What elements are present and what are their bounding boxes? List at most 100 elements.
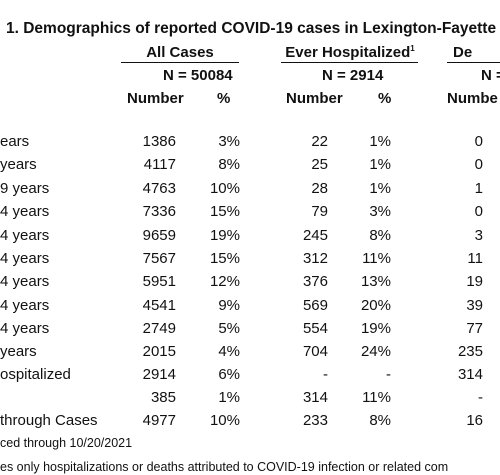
cell-number-hosp: 22 xyxy=(311,133,328,150)
cell-number-deaths: 0 xyxy=(474,203,483,220)
cell-pct-hosp: 19% xyxy=(360,320,391,337)
cell-number-all: 1386 xyxy=(142,133,176,150)
cell-number-deaths: 3 xyxy=(474,227,483,244)
footnote-marker: 1 xyxy=(410,44,415,53)
row-label: years xyxy=(0,156,37,173)
cell-number-deaths: - xyxy=(478,389,483,406)
cell-number-hosp: 704 xyxy=(302,343,328,360)
cell-number-hosp: 79 xyxy=(311,203,328,220)
cell-number-all: 4977 xyxy=(142,412,176,429)
total-all-cases: N = 50084 xyxy=(163,67,233,84)
cell-number-all: 4117 xyxy=(143,156,176,173)
cell-number-deaths: 77 xyxy=(466,320,483,337)
table-row: ears 1386 3% 22 1% 0 xyxy=(0,133,500,156)
col-header-pct-all: % xyxy=(217,90,231,107)
group-header-ever-hospitalized: Ever Hospitalized1 xyxy=(281,44,419,61)
cell-number-deaths: 39 xyxy=(466,297,483,314)
col-header-number-all: Number xyxy=(127,90,184,107)
cell-pct-hosp: 11% xyxy=(362,389,391,406)
cell-pct-all: 10% xyxy=(209,412,240,429)
table-row: 4 years 9659 19% 245 8% 3 xyxy=(0,227,500,250)
cell-number-hosp: 554 xyxy=(302,320,328,337)
cell-number-hosp: 376 xyxy=(302,273,328,290)
table-row: years 4117 8% 25 1% 0 xyxy=(0,156,500,179)
total-deaths: N = xyxy=(481,67,500,84)
group-header-ever-hospitalized-text: Ever Hospitalized xyxy=(285,44,411,61)
cell-pct-all: 9% xyxy=(218,297,240,314)
row-label: years xyxy=(0,343,37,360)
cell-number-hosp: 312 xyxy=(302,250,328,267)
col-header-number-hosp: Number xyxy=(286,90,343,107)
cell-number-deaths: 1 xyxy=(474,180,483,197)
cell-pct-all: 3% xyxy=(218,133,240,150)
cell-number-deaths: 314 xyxy=(457,366,483,383)
cell-number-all: 385 xyxy=(150,389,176,406)
footnote-date: ced through 10/20/2021 xyxy=(0,436,133,450)
table-row: 9 years 4763 10% 28 1% 1 xyxy=(0,180,500,203)
cell-pct-hosp: 1% xyxy=(369,180,391,197)
cell-number-deaths: 0 xyxy=(474,133,483,150)
row-label: 4 years xyxy=(0,320,50,337)
cell-pct-hosp: 8% xyxy=(369,227,391,244)
col-header-pct-hosp: % xyxy=(378,90,392,107)
group-header-deaths: De xyxy=(453,44,473,61)
table-row: 385 1% 314 11% - xyxy=(0,389,500,412)
cell-pct-all: 19% xyxy=(209,227,240,244)
cell-pct-hosp: - xyxy=(386,366,391,383)
cell-pct-hosp: 1% xyxy=(369,133,391,150)
row-label: through Cases xyxy=(0,412,98,429)
cell-number-all: 2914 xyxy=(142,366,176,383)
cell-pct-hosp: 8% xyxy=(369,412,391,429)
cell-number-deaths: 0 xyxy=(474,156,483,173)
table-title: 1. Demographics of reported COVID-19 cas… xyxy=(6,20,500,37)
cell-pct-all: 12% xyxy=(209,273,240,290)
group-rule-ever-hospitalized xyxy=(281,62,418,63)
cell-number-hosp: 233 xyxy=(302,412,328,429)
cell-pct-hosp: 13% xyxy=(360,273,391,290)
cell-number-hosp: 245 xyxy=(302,227,328,244)
cell-number-deaths: 19 xyxy=(466,273,483,290)
cell-number-all: 5951 xyxy=(142,273,176,290)
group-rule-deaths xyxy=(447,62,500,63)
cell-pct-all: 5% xyxy=(218,320,240,337)
cell-number-hosp: 314 xyxy=(302,389,328,406)
table-row: 4 years 7567 15% 312 11% 11 xyxy=(0,250,500,273)
row-label: ears xyxy=(0,133,30,150)
cell-pct-all: 15% xyxy=(209,250,240,267)
cell-pct-all: 15% xyxy=(209,203,240,220)
cell-number-all: 4541 xyxy=(142,297,176,314)
cell-number-hosp: 28 xyxy=(311,180,328,197)
cell-pct-all: 4% xyxy=(218,343,240,360)
cell-number-hosp: 569 xyxy=(302,297,328,314)
cell-pct-hosp: 3% xyxy=(369,203,391,220)
cell-pct-all: 6% xyxy=(218,366,240,383)
cell-pct-all: 10% xyxy=(209,180,240,197)
cell-number-all: 7336 xyxy=(142,203,176,220)
cell-number-all: 7567 xyxy=(142,250,176,267)
table-row: ospitalized 2914 6% - - 314 xyxy=(0,366,500,389)
group-rule-all-cases xyxy=(121,62,239,63)
cell-number-all: 4763 xyxy=(142,180,176,197)
group-header-all-cases: All Cases xyxy=(146,44,214,61)
col-header-number-deaths: Numbe xyxy=(447,90,498,107)
table-row: 4 years 5951 12% 376 13% 19 xyxy=(0,273,500,296)
cell-number-all: 9659 xyxy=(142,227,176,244)
row-label: 9 years xyxy=(0,180,50,197)
cell-number-deaths: 235 xyxy=(457,343,483,360)
table-row: 4 years 7336 15% 79 3% 0 xyxy=(0,203,500,226)
table-row: years 2015 4% 704 24% 235 xyxy=(0,343,500,366)
row-label: ospitalized xyxy=(0,366,71,383)
cell-number-all: 2749 xyxy=(142,320,176,337)
row-label: 4 years xyxy=(0,227,50,244)
cell-number-all: 2015 xyxy=(142,343,176,360)
cell-pct-all: 1% xyxy=(218,389,240,406)
row-label: 4 years xyxy=(0,203,50,220)
cell-pct-hosp: 11% xyxy=(362,250,391,267)
row-label: 4 years xyxy=(0,297,50,314)
cell-pct-all: 8% xyxy=(218,156,240,173)
cell-number-hosp: - xyxy=(323,366,328,383)
table-row: 4 years 4541 9% 569 20% 39 xyxy=(0,297,500,320)
footnote-hospitalization: es only hospitalizations or deaths attri… xyxy=(0,460,449,474)
table-row: 4 years 2749 5% 554 19% 77 xyxy=(0,320,500,343)
cell-number-deaths: 16 xyxy=(466,412,483,429)
